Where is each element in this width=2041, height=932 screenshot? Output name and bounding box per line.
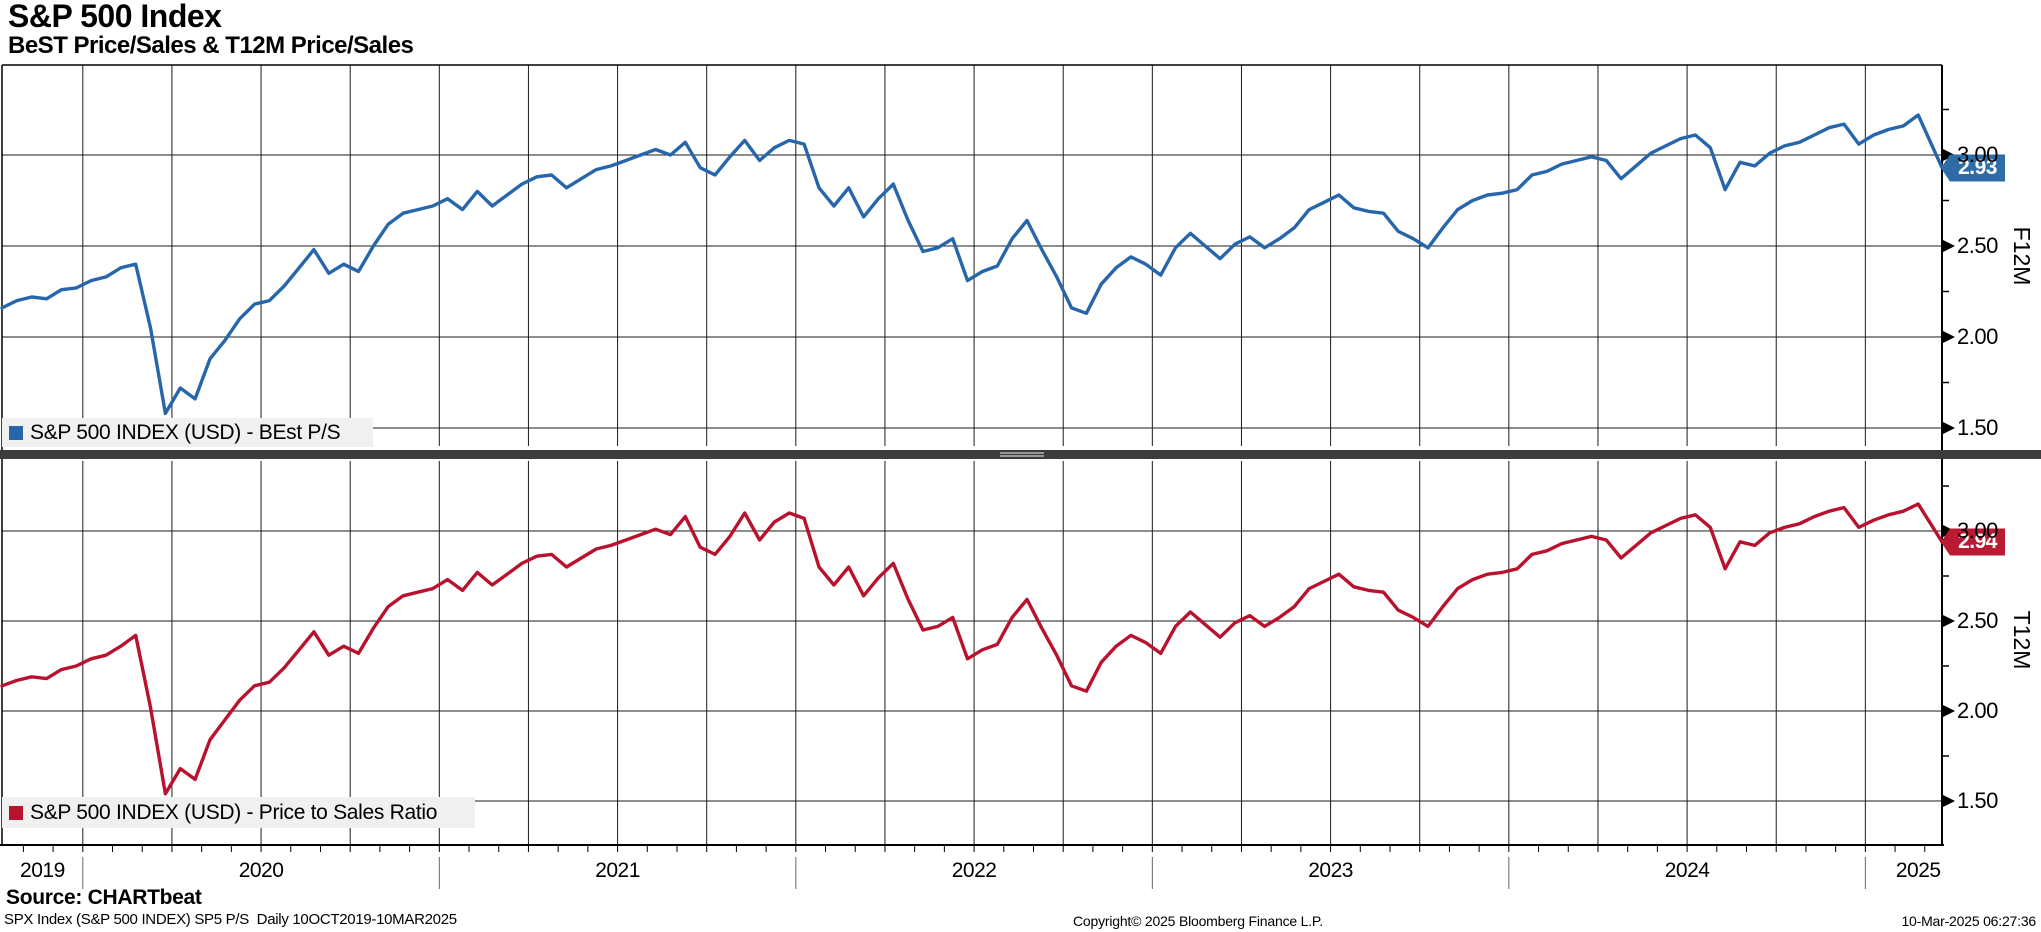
y-tick-label-bottom: 3.00	[1957, 518, 1998, 543]
y-tick-arrow-icon	[1943, 705, 1955, 717]
y-tick-label-bottom: 1.50	[1957, 788, 1998, 813]
x-year-label: 2019	[20, 859, 65, 882]
y-tick-arrow-icon	[1943, 331, 1955, 343]
legend-swatch-price-to-sales-icon	[9, 805, 23, 820]
y-tick-label-top: 3.00	[1957, 142, 1998, 167]
x-year-label: 2025	[1895, 859, 1941, 882]
panel-divider-handle[interactable]	[1000, 452, 1044, 457]
x-year-label: 2020	[238, 859, 284, 882]
copyright-label: Copyright© 2025 Bloomberg Finance L.P.	[1073, 913, 1323, 929]
axis-title-f12m: F12M	[2009, 226, 2035, 286]
last-price-flag-price-to-sales: 2.94	[1941, 528, 2005, 556]
x-year-label: 2021	[595, 859, 640, 882]
y-tick-label-top: 2.00	[1957, 324, 1998, 349]
page-subtitle: BeST Price/Sales & T12M Price/Sales	[8, 32, 414, 59]
page-title: S&P 500 Index	[8, 0, 222, 34]
series-line-top	[0, 113, 1944, 416]
axis-title-t12m: T12M	[2009, 610, 2035, 670]
y-tick-arrow-icon	[1943, 795, 1955, 807]
legend-best-ps[interactable]: S&P 500 INDEX (USD) - BEst P/S	[2, 418, 373, 447]
y-tick-label-bottom: 2.00	[1957, 698, 1998, 723]
x-year-label: 2023	[1308, 859, 1353, 882]
y-tick-label-top: 1.50	[1957, 415, 1998, 440]
x-year-label: 2022	[951, 859, 997, 882]
y-tick-arrow-icon	[1943, 422, 1955, 434]
y-tick-arrow-icon	[1943, 149, 1955, 161]
legend-swatch-best-ps-icon	[9, 425, 23, 440]
legend-price-to-sales[interactable]: S&P 500 INDEX (USD) - Price to Sales Rat…	[2, 797, 475, 828]
chart-descriptor: SPX Index (S&P 500 INDEX) SP5 P/S Daily …	[4, 911, 457, 928]
panel-divider	[0, 450, 2041, 459]
y-tick-arrow-icon	[1943, 615, 1955, 627]
legend-label-best-ps: S&P 500 INDEX (USD) - BEst P/S	[30, 420, 341, 444]
timestamp-label: 10-Mar-2025 06:27:36	[1901, 913, 2036, 929]
y-tick-arrow-icon	[1943, 240, 1955, 252]
series-line-bottom	[0, 502, 1944, 796]
source-label: Source: CHARTbeat	[6, 886, 202, 909]
last-price-flag-best-ps: 2.93	[1941, 154, 2005, 182]
x-year-label: 2024	[1664, 859, 1710, 882]
y-tick-label-bottom: 2.50	[1957, 608, 1998, 633]
legend-label-price-to-sales: S&P 500 INDEX (USD) - Price to Sales Rat…	[30, 800, 438, 824]
y-tick-label-top: 2.50	[1957, 233, 1998, 258]
